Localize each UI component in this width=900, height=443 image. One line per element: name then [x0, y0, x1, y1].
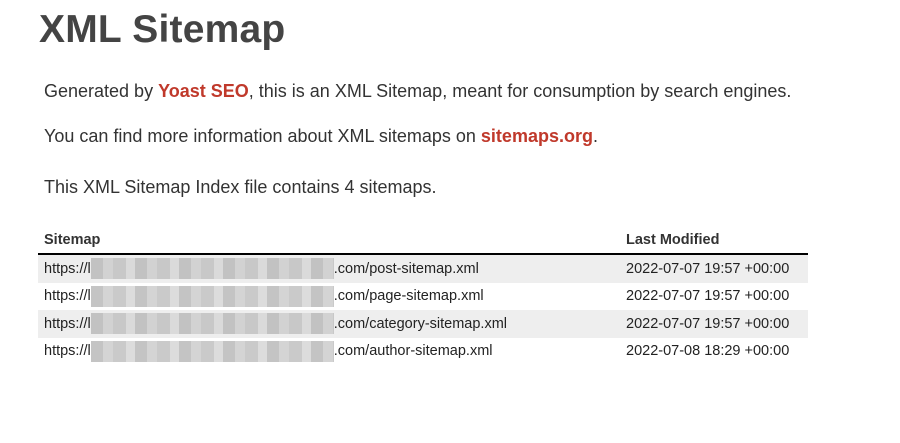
sitemap-link[interactable]: https://l .com/category-sitemap.xml [44, 313, 507, 335]
url-start: https://l [44, 315, 91, 332]
sitemap-link[interactable]: https://l .com/page-sitemap.xml [44, 285, 484, 307]
sitemap-count-text: This XML Sitemap Index file contains 4 s… [44, 177, 437, 197]
intro-text: Generated by Yoast SEO, this is an XML S… [44, 81, 791, 102]
sitemap-link[interactable]: https://l .com/author-sitemap.xml [44, 340, 493, 362]
last-modified: 2022-07-07 19:57 +00:00 [620, 254, 808, 283]
url-start: https://l [44, 260, 91, 277]
table-header-row: Sitemap Last Modified [38, 228, 808, 255]
redacted-domain [90, 285, 334, 307]
intro-prefix: Generated by [44, 81, 159, 101]
last-modified: 2022-07-07 19:57 +00:00 [626, 288, 790, 305]
info-text: You can find more information about XML … [44, 126, 598, 147]
header-last-modified: Last Modified [620, 228, 808, 255]
table-row: https://l .com/author-sitemap.xml 2022-07… [38, 338, 808, 366]
last-modified: 2022-07-08 18:29 +00:00 [626, 343, 790, 360]
url-end: .com/author-sitemap.xml [333, 343, 493, 360]
url-end: .com/category-sitemap.xml [333, 315, 507, 332]
table-row: https://l .com/post-sitemap.xml 2022-07-0… [38, 254, 808, 283]
page-title: XML Sitemap [39, 8, 286, 51]
last-modified: 2022-07-07 19:57 +00:00 [620, 310, 808, 338]
redacted-domain [90, 258, 334, 280]
intro-suffix: , this is an XML Sitemap, meant for cons… [248, 81, 792, 101]
header-sitemap: Sitemap [38, 228, 620, 255]
info-suffix: . [592, 126, 598, 146]
sitemap-link[interactable]: https://l .com/post-sitemap.xml [44, 258, 479, 280]
url-start: https://l [44, 343, 91, 360]
table-row: https://l .com/page-sitemap.xml 2022-07-0… [38, 283, 808, 311]
table-row: https://l .com/category-sitemap.xml 2022-… [38, 310, 808, 338]
url-start: https://l [44, 288, 91, 305]
sitemap-table: Sitemap Last Modified https://l .com/post… [38, 228, 808, 365]
url-end: .com/post-sitemap.xml [333, 260, 479, 277]
redacted-domain [90, 340, 334, 362]
info-prefix: You can find more information about XML … [44, 126, 481, 146]
redacted-domain [90, 313, 334, 335]
sitemaps-org-link[interactable]: sitemaps.org [480, 126, 593, 146]
yoast-seo-link[interactable]: Yoast SEO [158, 81, 249, 101]
url-end: .com/page-sitemap.xml [333, 288, 484, 305]
